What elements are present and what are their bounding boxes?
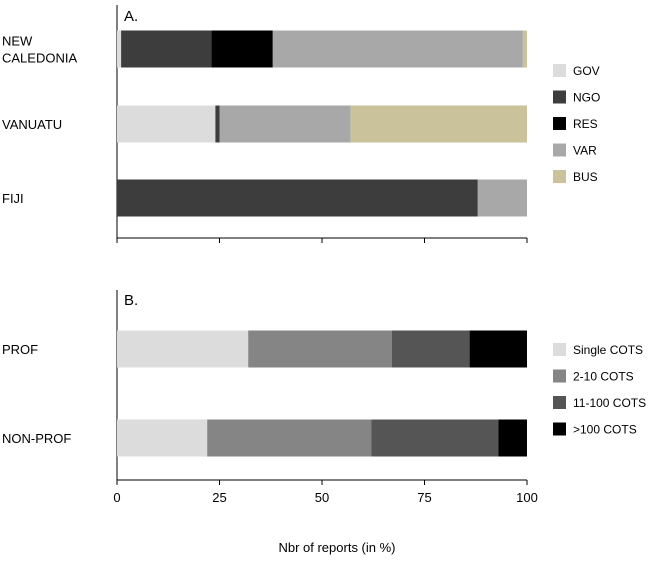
legend-swatch-gov bbox=[553, 64, 566, 77]
bar-vanuatu-ngo bbox=[215, 105, 220, 143]
legend-label-bus: BUS bbox=[573, 170, 598, 184]
legend-label-100-cots: >100 COTS bbox=[573, 423, 637, 437]
legend-label-ngo: NGO bbox=[573, 91, 600, 105]
x-tick-label: 100 bbox=[516, 490, 538, 505]
legend-label-var: VAR bbox=[573, 144, 597, 158]
x-tick-label: 0 bbox=[113, 490, 120, 505]
legend-swatch-var bbox=[553, 143, 566, 157]
category-label-vanuatu: VANUATU bbox=[2, 117, 62, 132]
bar-new-caledonia-gov bbox=[117, 30, 122, 68]
legend-swatch-bus bbox=[553, 170, 566, 183]
bar-new-caledonia-res bbox=[211, 30, 273, 68]
legend-swatch-11-100-cots bbox=[553, 396, 566, 409]
legend-label-gov: GOV bbox=[573, 64, 600, 78]
bar-non-prof-100-cots bbox=[498, 419, 527, 457]
legend-swatch-ngo bbox=[553, 90, 566, 104]
x-tick-label: 75 bbox=[417, 490, 431, 505]
bar-vanuatu-bus bbox=[350, 105, 527, 143]
legend-swatch-res bbox=[553, 117, 566, 130]
bar-new-caledonia-var bbox=[272, 30, 523, 68]
legend-label-single-cots: Single COTS bbox=[573, 343, 643, 357]
bar-new-caledonia-bus bbox=[522, 30, 527, 68]
bar-vanuatu-var bbox=[219, 105, 351, 143]
category-label-prof: PROF bbox=[2, 342, 38, 357]
legend-swatch-single-cots bbox=[553, 343, 566, 356]
bar-fiji-ngo bbox=[117, 179, 478, 217]
category-label-non-prof: NON-PROF bbox=[2, 431, 71, 446]
bar-fiji-var bbox=[477, 179, 527, 217]
bar-prof-2-10-cots bbox=[248, 330, 392, 368]
panel-label: A. bbox=[124, 8, 138, 25]
x-axis-label: Nbr of reports (in %) bbox=[278, 540, 395, 555]
bar-new-caledonia-ngo bbox=[121, 30, 212, 68]
legend-label-11-100-cots: 11-100 COTS bbox=[573, 396, 646, 410]
panel-b: B. 0 25 50 75 100 PROF NON-PROF Single COTS 2-10 … bbox=[2, 290, 646, 505]
bar-non-prof-single-cots bbox=[117, 419, 208, 457]
bar-vanuatu-gov bbox=[117, 105, 216, 143]
bar-prof-single-cots bbox=[117, 330, 249, 368]
x-tick-label: 50 bbox=[315, 490, 329, 505]
bar-prof-11-100-cots bbox=[391, 330, 470, 368]
bar-non-prof-2-10-cots bbox=[207, 419, 372, 457]
legend-swatch-100-cots bbox=[553, 422, 566, 436]
panel-a: A. NEW CALEDONIA VANUATU FIJI GOV NGO RES VAR BUS bbox=[2, 5, 600, 243]
bar-prof-100-cots bbox=[469, 330, 527, 368]
bar-non-prof-11-100-cots bbox=[371, 419, 499, 457]
category-label-new-caledonia: NEW bbox=[2, 34, 33, 49]
panel-label: B. bbox=[124, 292, 138, 309]
category-label-fiji: FIJI bbox=[2, 191, 24, 206]
category-label-new-caledonia: CALEDONIA bbox=[2, 51, 77, 66]
legend-label-res: RES bbox=[573, 117, 598, 131]
x-tick-label: 25 bbox=[212, 490, 226, 505]
legend-label-2-10-cots: 2-10 COTS bbox=[573, 370, 634, 384]
legend-swatch-2-10-cots bbox=[553, 369, 566, 383]
